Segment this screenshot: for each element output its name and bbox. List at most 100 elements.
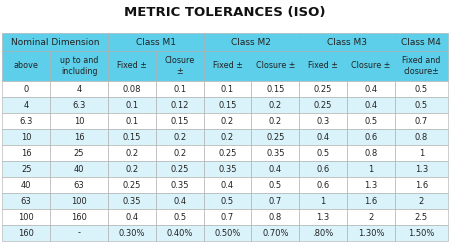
Bar — [299, 129, 347, 145]
Text: 0.7: 0.7 — [415, 117, 428, 125]
Text: 0.35: 0.35 — [122, 197, 141, 206]
Bar — [395, 97, 448, 113]
Bar — [347, 51, 395, 81]
Text: 0.5: 0.5 — [364, 117, 378, 125]
Text: 0.1: 0.1 — [173, 85, 186, 93]
Bar — [108, 97, 156, 113]
Bar — [156, 145, 203, 161]
Text: 0.4: 0.4 — [317, 133, 330, 141]
Text: 2: 2 — [369, 213, 373, 222]
Text: 0.25: 0.25 — [314, 85, 333, 93]
Bar — [108, 209, 156, 225]
Bar — [108, 81, 156, 97]
Bar — [395, 33, 448, 51]
Bar — [395, 51, 448, 81]
Text: 0.2: 0.2 — [125, 149, 139, 157]
Text: 1: 1 — [320, 197, 326, 206]
Bar — [203, 209, 252, 225]
Bar — [2, 145, 50, 161]
Text: Fixed ±: Fixed ± — [212, 62, 243, 70]
Bar — [156, 225, 203, 241]
Text: 0.25: 0.25 — [314, 101, 333, 109]
Text: 0.50%: 0.50% — [214, 229, 241, 238]
Bar — [2, 177, 50, 193]
Text: 0.2: 0.2 — [173, 149, 186, 157]
Text: 160: 160 — [18, 229, 34, 238]
Bar — [50, 193, 108, 209]
Bar — [50, 129, 108, 145]
Bar — [108, 51, 156, 81]
Text: 40: 40 — [21, 181, 32, 190]
Bar — [252, 193, 299, 209]
Text: Nominal Dimension: Nominal Dimension — [11, 38, 99, 46]
Text: Fixed ±: Fixed ± — [308, 62, 338, 70]
Bar — [395, 209, 448, 225]
Bar — [108, 225, 156, 241]
Text: 0.15: 0.15 — [218, 101, 237, 109]
Text: 0.6: 0.6 — [316, 181, 330, 190]
Text: 0.4: 0.4 — [173, 197, 186, 206]
Text: 0.15: 0.15 — [123, 133, 141, 141]
Text: 0.08: 0.08 — [122, 85, 141, 93]
Text: 0.25: 0.25 — [171, 165, 189, 174]
Text: 1.3: 1.3 — [415, 165, 428, 174]
Text: 0.35: 0.35 — [171, 181, 189, 190]
Bar — [203, 177, 252, 193]
Text: 0.2: 0.2 — [221, 133, 234, 141]
Text: 0.12: 0.12 — [171, 101, 189, 109]
Bar — [252, 129, 299, 145]
Text: 1.6: 1.6 — [415, 181, 428, 190]
Bar — [347, 97, 395, 113]
Bar — [50, 145, 108, 161]
Bar — [2, 81, 50, 97]
Bar — [252, 161, 299, 177]
Text: 1: 1 — [369, 165, 373, 174]
Text: 0.8: 0.8 — [415, 133, 428, 141]
Text: 0.4: 0.4 — [221, 181, 234, 190]
Bar — [203, 225, 252, 241]
Text: 0.5: 0.5 — [269, 181, 282, 190]
Bar — [299, 33, 395, 51]
Text: 0.5: 0.5 — [415, 101, 428, 109]
Text: 0.6: 0.6 — [364, 133, 378, 141]
Bar — [347, 177, 395, 193]
Bar — [156, 161, 203, 177]
Text: 0.25: 0.25 — [123, 181, 141, 190]
Text: 0.2: 0.2 — [125, 165, 139, 174]
Bar — [2, 209, 50, 225]
Bar — [252, 81, 299, 97]
Text: 25: 25 — [21, 165, 32, 174]
Bar — [252, 177, 299, 193]
Text: Class M3: Class M3 — [327, 38, 367, 46]
Bar — [347, 161, 395, 177]
Bar — [299, 161, 347, 177]
Bar — [203, 161, 252, 177]
Text: Fixed and
closure±: Fixed and closure± — [402, 56, 441, 76]
Bar — [347, 113, 395, 129]
Text: 0.1: 0.1 — [125, 117, 139, 125]
Bar — [2, 33, 108, 51]
Bar — [299, 145, 347, 161]
Bar — [347, 225, 395, 241]
Bar — [108, 33, 203, 51]
Text: up to and
including: up to and including — [60, 56, 98, 76]
Text: 4: 4 — [76, 85, 81, 93]
Text: 0.30%: 0.30% — [119, 229, 145, 238]
Bar — [299, 113, 347, 129]
Text: 0.40%: 0.40% — [166, 229, 193, 238]
Text: 0.5: 0.5 — [317, 149, 330, 157]
Bar — [395, 193, 448, 209]
Text: Closure ±: Closure ± — [351, 62, 391, 70]
Text: 160: 160 — [71, 213, 87, 222]
Bar — [252, 51, 299, 81]
Text: 0.70%: 0.70% — [262, 229, 288, 238]
Text: 2: 2 — [418, 197, 424, 206]
Text: 1.30%: 1.30% — [358, 229, 384, 238]
Text: Closure
±: Closure ± — [165, 56, 195, 76]
Text: Class M4: Class M4 — [401, 38, 441, 46]
Bar — [108, 145, 156, 161]
Text: 1.3: 1.3 — [316, 213, 330, 222]
Bar — [203, 97, 252, 113]
Bar — [395, 177, 448, 193]
Bar — [299, 225, 347, 241]
